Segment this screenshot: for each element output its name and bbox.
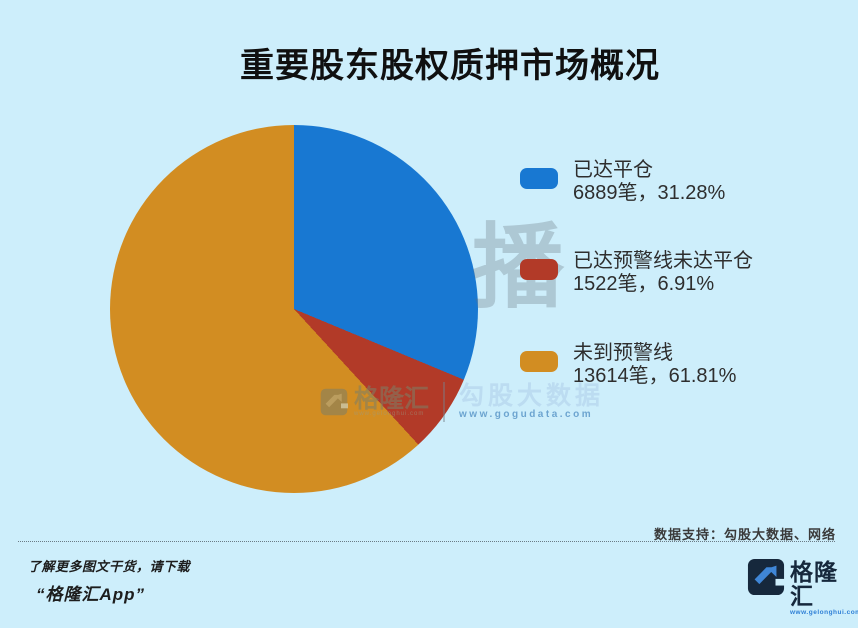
legend-swatch-orange [520,351,558,372]
data-support-note: 数据支持：勾股大数据、网络 [653,527,836,542]
watermark-gogudata: 勾股大数据 www.gogudata.com [459,384,604,421]
app-promo-line2: “格隆汇App” [36,585,146,604]
legend-item-warning: 已达预警线未达平仓 1522笔，6.91% [520,250,753,296]
legend-label-group: 未到预警线 13614笔，61.81% [573,342,736,388]
footer-logo-text-col: 格隆汇 www.gelonghui.com [790,560,858,616]
legend-label-group: 已达预警线未达平仓 1522笔，6.91% [573,250,753,296]
gelonghui-g-icon [747,558,785,596]
legend-label-group: 已达平仓 6889笔，31.28% [573,159,725,205]
app-promo-line1: 了解更多图文干货，请下载 [28,559,191,574]
legend-value: 6889笔，31.28% [573,182,726,204]
legend-swatch-blue [520,168,558,189]
legend-label: 已达平仓 [573,159,653,181]
pie-chart [110,125,478,493]
watermark-gogudata-url: www.gogudata.com [459,409,594,420]
footer-logo-url: www.gelonghui.com [790,609,858,616]
legend-item-safe: 未到预警线 13614笔，61.81% [520,342,736,388]
page-title: 重要股东股权质押市场概况 [240,47,660,85]
app-promo: 了解更多图文干货，请下载 “格隆汇App” [28,556,190,605]
legend-swatch-red [520,259,558,280]
gelonghui-footer-logo: 格隆汇 www.gelonghui.com [747,558,858,616]
footer-logo-text: 格隆汇 [790,559,838,609]
legend-value: 13614笔，61.81% [573,365,737,387]
footer-divider-line [18,541,835,542]
legend-item-liquidated: 已达平仓 6889笔，31.28% [520,159,725,205]
legend-label: 已达预警线未达平仓 [573,250,753,272]
legend-value: 1522笔，6.91% [573,273,715,295]
legend-label: 未到预警线 [573,342,673,364]
